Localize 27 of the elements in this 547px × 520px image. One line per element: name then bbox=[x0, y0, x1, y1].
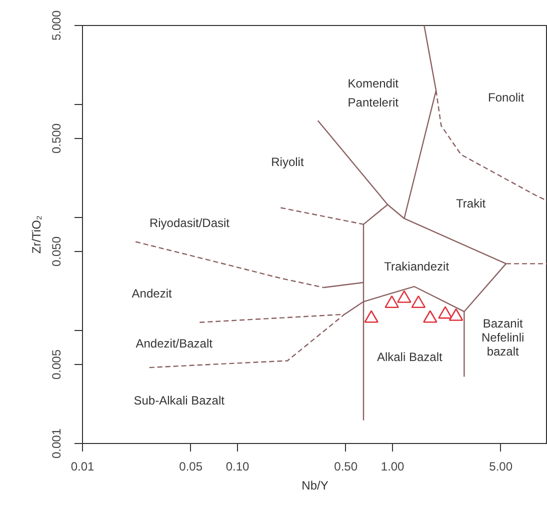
annotation: Andezit bbox=[132, 286, 172, 301]
x-tick-label: 0.10 bbox=[226, 460, 250, 474]
x-tick-label: 0.01 bbox=[70, 460, 95, 474]
y-tick-label: 0.050 bbox=[50, 236, 64, 267]
annotation: Trakiandezit bbox=[384, 259, 450, 274]
y-tick-label: 0.005 bbox=[50, 349, 64, 380]
annotation: Trakit bbox=[456, 196, 486, 210]
y-axis-title: Zr/TiO₂ bbox=[30, 215, 44, 254]
annotation: Riyodasit/Dasit bbox=[149, 216, 230, 230]
x-axis-title: Nb/Y bbox=[302, 478, 328, 492]
annotation: Andezit/Bazalt bbox=[136, 336, 214, 350]
annotation: Sub-Alkali Bazalt bbox=[134, 394, 226, 408]
annotation: Fonolit bbox=[488, 90, 525, 105]
annotation: Komendit bbox=[348, 76, 400, 91]
y-tick-label: 0.500 bbox=[50, 123, 64, 154]
annotation: Riyolit bbox=[271, 154, 304, 169]
x-tick-label: 0.05 bbox=[179, 460, 203, 474]
annotation: Alkali Bazalt bbox=[376, 350, 443, 364]
annotation: Bazanit bbox=[482, 316, 524, 331]
y-tick-label: 5.000 bbox=[50, 10, 64, 41]
annotation: bazalt bbox=[486, 344, 520, 359]
annotation: Pantelerit bbox=[348, 96, 400, 110]
x-tick-label: 5.00 bbox=[489, 460, 513, 474]
x-tick-label: 0.50 bbox=[334, 460, 358, 474]
annotation: Nefelinli bbox=[481, 330, 524, 344]
y-tick-label: 0.001 bbox=[50, 428, 64, 459]
x-tick-label: 1.00 bbox=[380, 460, 405, 474]
